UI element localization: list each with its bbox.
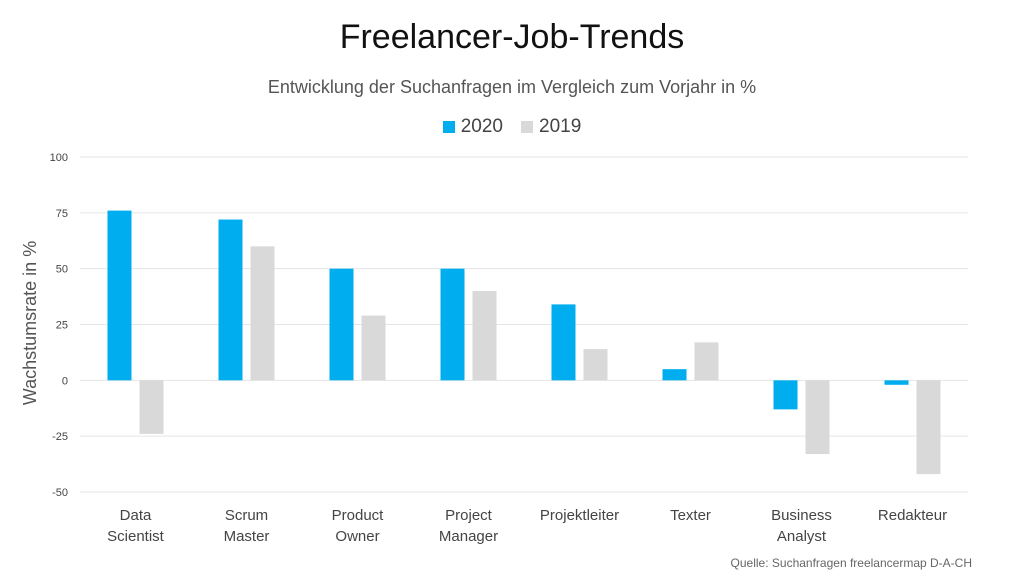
- x-tick-label: Manager: [439, 528, 498, 545]
- y-tick-label: -25: [52, 431, 68, 443]
- bar-2020: [551, 304, 576, 381]
- x-tick-label: Analyst: [777, 528, 827, 545]
- x-tick-label: Business: [771, 507, 832, 524]
- bar-2019: [361, 315, 386, 381]
- x-tick-label: Project: [445, 507, 493, 524]
- legend-label-2019: 2019: [539, 116, 582, 137]
- bar-2020: [107, 210, 132, 381]
- legend-swatch-2020: [442, 121, 455, 133]
- x-tick-label: Data: [120, 507, 152, 524]
- bar-2019: [139, 380, 164, 434]
- bar-2020: [440, 268, 465, 381]
- bar-2019: [583, 349, 608, 381]
- x-tick-label: Master: [224, 528, 270, 545]
- y-tick-label: -50: [52, 487, 68, 499]
- y-axis-label: Wachstumsrate in %: [20, 241, 40, 405]
- y-tick-label: 50: [56, 264, 68, 276]
- y-tick-label: 75: [56, 208, 68, 220]
- bar-2020: [773, 380, 798, 410]
- bar-2019: [805, 380, 830, 455]
- legend-item-2020: 2020: [442, 116, 503, 138]
- x-tick-label: Redakteur: [878, 507, 947, 524]
- source-note: Quelle: Suchanfragen freelancermap D-A-C…: [730, 556, 972, 570]
- bar-2019: [916, 380, 941, 475]
- bar-2020: [329, 268, 354, 381]
- y-tick-label: 0: [62, 375, 68, 387]
- chart-title: Freelancer-Job-Trends: [339, 18, 685, 56]
- y-tick-label: 100: [50, 152, 68, 164]
- x-tick-label: Projektleiter: [540, 507, 619, 524]
- bar-2019: [694, 342, 719, 381]
- x-tick-label: Owner: [335, 528, 379, 545]
- legend-item-2019: 2019: [521, 116, 581, 138]
- bar-2020: [218, 219, 243, 381]
- legend: 2020 2019: [0, 116, 1024, 138]
- x-tick-label: Scrum: [225, 507, 268, 524]
- chart-subtitle: Entwicklung der Suchanfragen im Vergleic…: [267, 77, 757, 97]
- bar-2020: [662, 369, 687, 381]
- x-tick-label: Product: [332, 507, 385, 524]
- x-tick-label: Texter: [670, 507, 711, 524]
- x-tick-label: Scientist: [107, 528, 165, 545]
- bar-2020: [884, 380, 909, 385]
- bar-2019: [250, 246, 275, 381]
- bar-2019: [472, 291, 497, 381]
- legend-label-2020: 2020: [460, 116, 503, 137]
- y-tick-label: 25: [56, 320, 68, 332]
- legend-swatch-2019: [521, 121, 533, 133]
